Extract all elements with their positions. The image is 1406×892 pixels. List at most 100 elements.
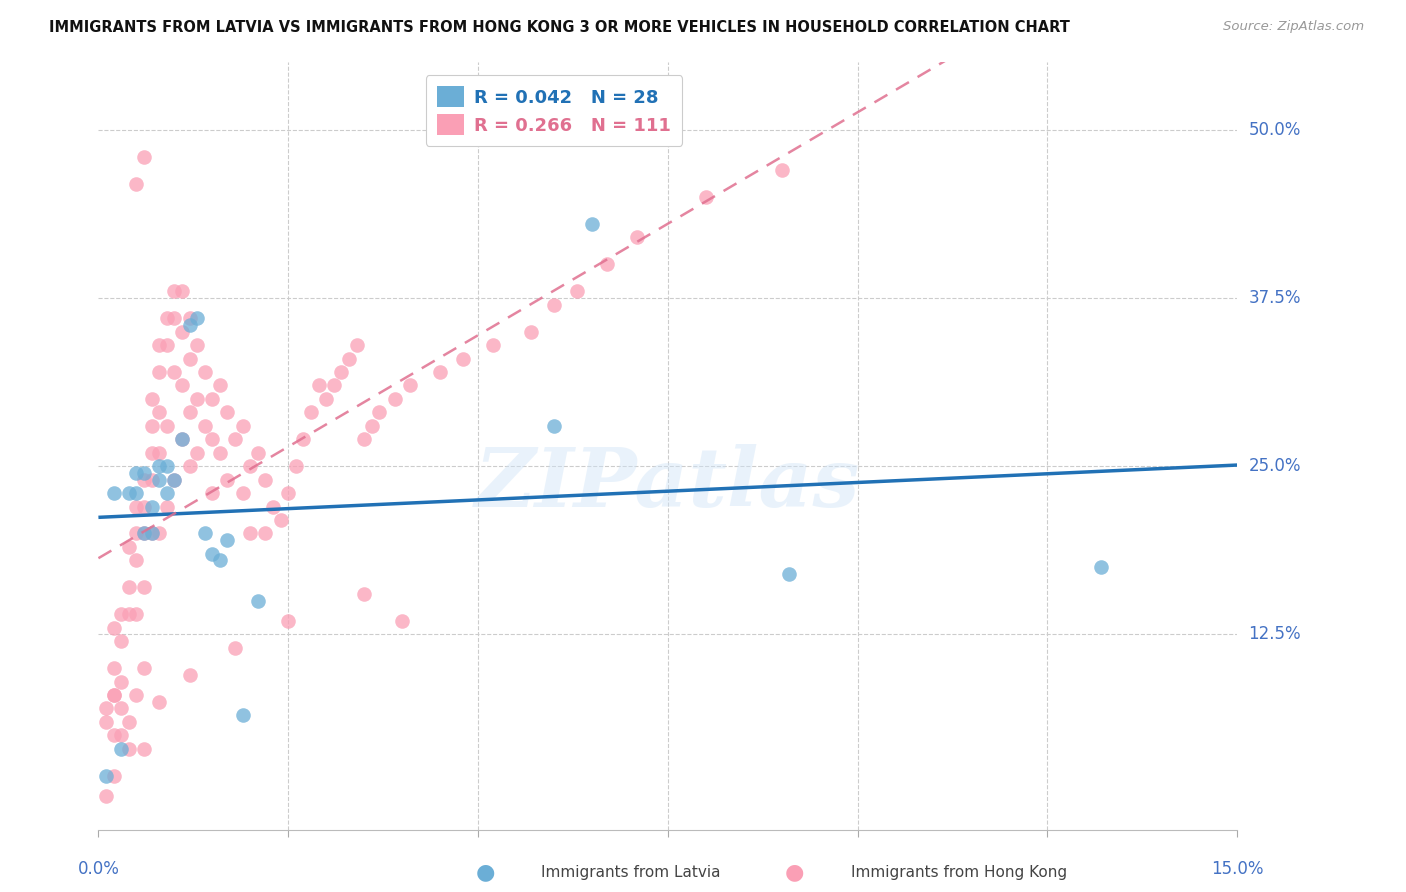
Point bbox=[156, 311, 179, 326]
Point bbox=[543, 298, 565, 312]
Point bbox=[217, 473, 239, 487]
Point bbox=[201, 547, 224, 561]
Point bbox=[217, 405, 239, 419]
Point bbox=[391, 614, 413, 628]
Point bbox=[132, 661, 155, 675]
Point bbox=[141, 526, 163, 541]
Text: 50.0%: 50.0% bbox=[1249, 120, 1301, 139]
Point bbox=[170, 378, 193, 392]
Point bbox=[208, 553, 231, 567]
Point bbox=[132, 580, 155, 594]
Point bbox=[217, 533, 239, 548]
Point bbox=[132, 466, 155, 480]
Point bbox=[186, 338, 208, 352]
Point bbox=[110, 741, 132, 756]
Point bbox=[170, 432, 193, 446]
Point bbox=[239, 526, 262, 541]
Point bbox=[201, 486, 224, 500]
Point bbox=[520, 325, 543, 339]
Point bbox=[277, 486, 299, 500]
Point bbox=[103, 728, 125, 742]
Point bbox=[118, 741, 141, 756]
Point bbox=[179, 405, 201, 419]
Point bbox=[581, 217, 603, 231]
Point bbox=[368, 405, 391, 419]
Point bbox=[148, 338, 170, 352]
Point bbox=[322, 378, 344, 392]
Point bbox=[132, 526, 155, 541]
Point bbox=[186, 446, 208, 460]
Point bbox=[239, 459, 262, 474]
Point bbox=[156, 486, 179, 500]
Point bbox=[194, 365, 217, 379]
Point bbox=[1090, 560, 1112, 574]
Text: ZIPatlas: ZIPatlas bbox=[475, 444, 860, 524]
Point bbox=[141, 446, 163, 460]
Point bbox=[482, 338, 505, 352]
Point bbox=[308, 378, 330, 392]
Point bbox=[208, 446, 231, 460]
Point bbox=[148, 459, 170, 474]
Point bbox=[346, 338, 368, 352]
Point bbox=[208, 378, 231, 392]
Point bbox=[132, 526, 155, 541]
Point bbox=[254, 473, 277, 487]
Point bbox=[156, 500, 179, 514]
Point bbox=[170, 284, 193, 298]
Point bbox=[163, 473, 186, 487]
Point bbox=[232, 708, 254, 723]
Point bbox=[353, 587, 375, 601]
Point bbox=[232, 418, 254, 433]
Point bbox=[148, 446, 170, 460]
Point bbox=[110, 674, 132, 689]
Point bbox=[179, 459, 201, 474]
Point bbox=[170, 432, 193, 446]
Point bbox=[770, 163, 793, 178]
Point bbox=[292, 432, 315, 446]
Text: Immigrants from Hong Kong: Immigrants from Hong Kong bbox=[851, 865, 1067, 880]
Point bbox=[94, 714, 117, 729]
Point bbox=[132, 741, 155, 756]
Point bbox=[125, 553, 148, 567]
Point bbox=[179, 311, 201, 326]
Point bbox=[132, 473, 155, 487]
Point bbox=[194, 526, 217, 541]
Point bbox=[118, 540, 141, 554]
Point bbox=[94, 701, 117, 715]
Point bbox=[179, 351, 201, 366]
Text: ●: ● bbox=[475, 863, 495, 882]
Point bbox=[148, 365, 170, 379]
Point bbox=[156, 459, 179, 474]
Point bbox=[118, 580, 141, 594]
Point bbox=[94, 789, 117, 803]
Point bbox=[315, 392, 337, 406]
Point bbox=[277, 614, 299, 628]
Point bbox=[103, 661, 125, 675]
Point bbox=[125, 526, 148, 541]
Point bbox=[626, 230, 648, 244]
Text: ●: ● bbox=[785, 863, 804, 882]
Point bbox=[118, 486, 141, 500]
Point bbox=[163, 284, 186, 298]
Point bbox=[284, 459, 307, 474]
Point bbox=[125, 466, 148, 480]
Point bbox=[148, 473, 170, 487]
Point bbox=[94, 769, 117, 783]
Point bbox=[201, 392, 224, 406]
Point bbox=[299, 405, 322, 419]
Point bbox=[246, 446, 269, 460]
Point bbox=[543, 418, 565, 433]
Point bbox=[148, 405, 170, 419]
Point bbox=[596, 257, 619, 271]
Point bbox=[163, 473, 186, 487]
Point bbox=[201, 432, 224, 446]
Point bbox=[398, 378, 420, 392]
Point bbox=[194, 418, 217, 433]
Point bbox=[384, 392, 406, 406]
Point bbox=[224, 432, 246, 446]
Text: IMMIGRANTS FROM LATVIA VS IMMIGRANTS FROM HONG KONG 3 OR MORE VEHICLES IN HOUSEH: IMMIGRANTS FROM LATVIA VS IMMIGRANTS FRO… bbox=[49, 20, 1070, 35]
Point bbox=[156, 338, 179, 352]
Point bbox=[163, 311, 186, 326]
Point bbox=[110, 728, 132, 742]
Point bbox=[156, 418, 179, 433]
